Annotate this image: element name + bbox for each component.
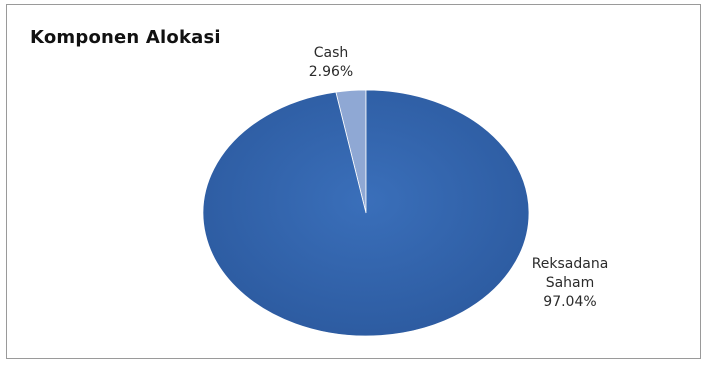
slice-label-rs-line2: Saham [545,275,595,291]
slice-label-cash-name: Cash [313,45,349,61]
pie-slice-reksadana-saham [202,89,530,337]
slice-label-rs-line1: Reksadana [531,256,609,272]
slice-label-cash: Cash 2.96% [296,44,366,82]
chart-title: Komponen Alokasi [30,27,221,48]
slice-label-cash-value: 2.96% [308,64,354,80]
slice-label-reksadana-saham: Reksadana Saham 97.04% [520,255,620,312]
slice-label-rs-value: 97.04% [543,294,597,310]
